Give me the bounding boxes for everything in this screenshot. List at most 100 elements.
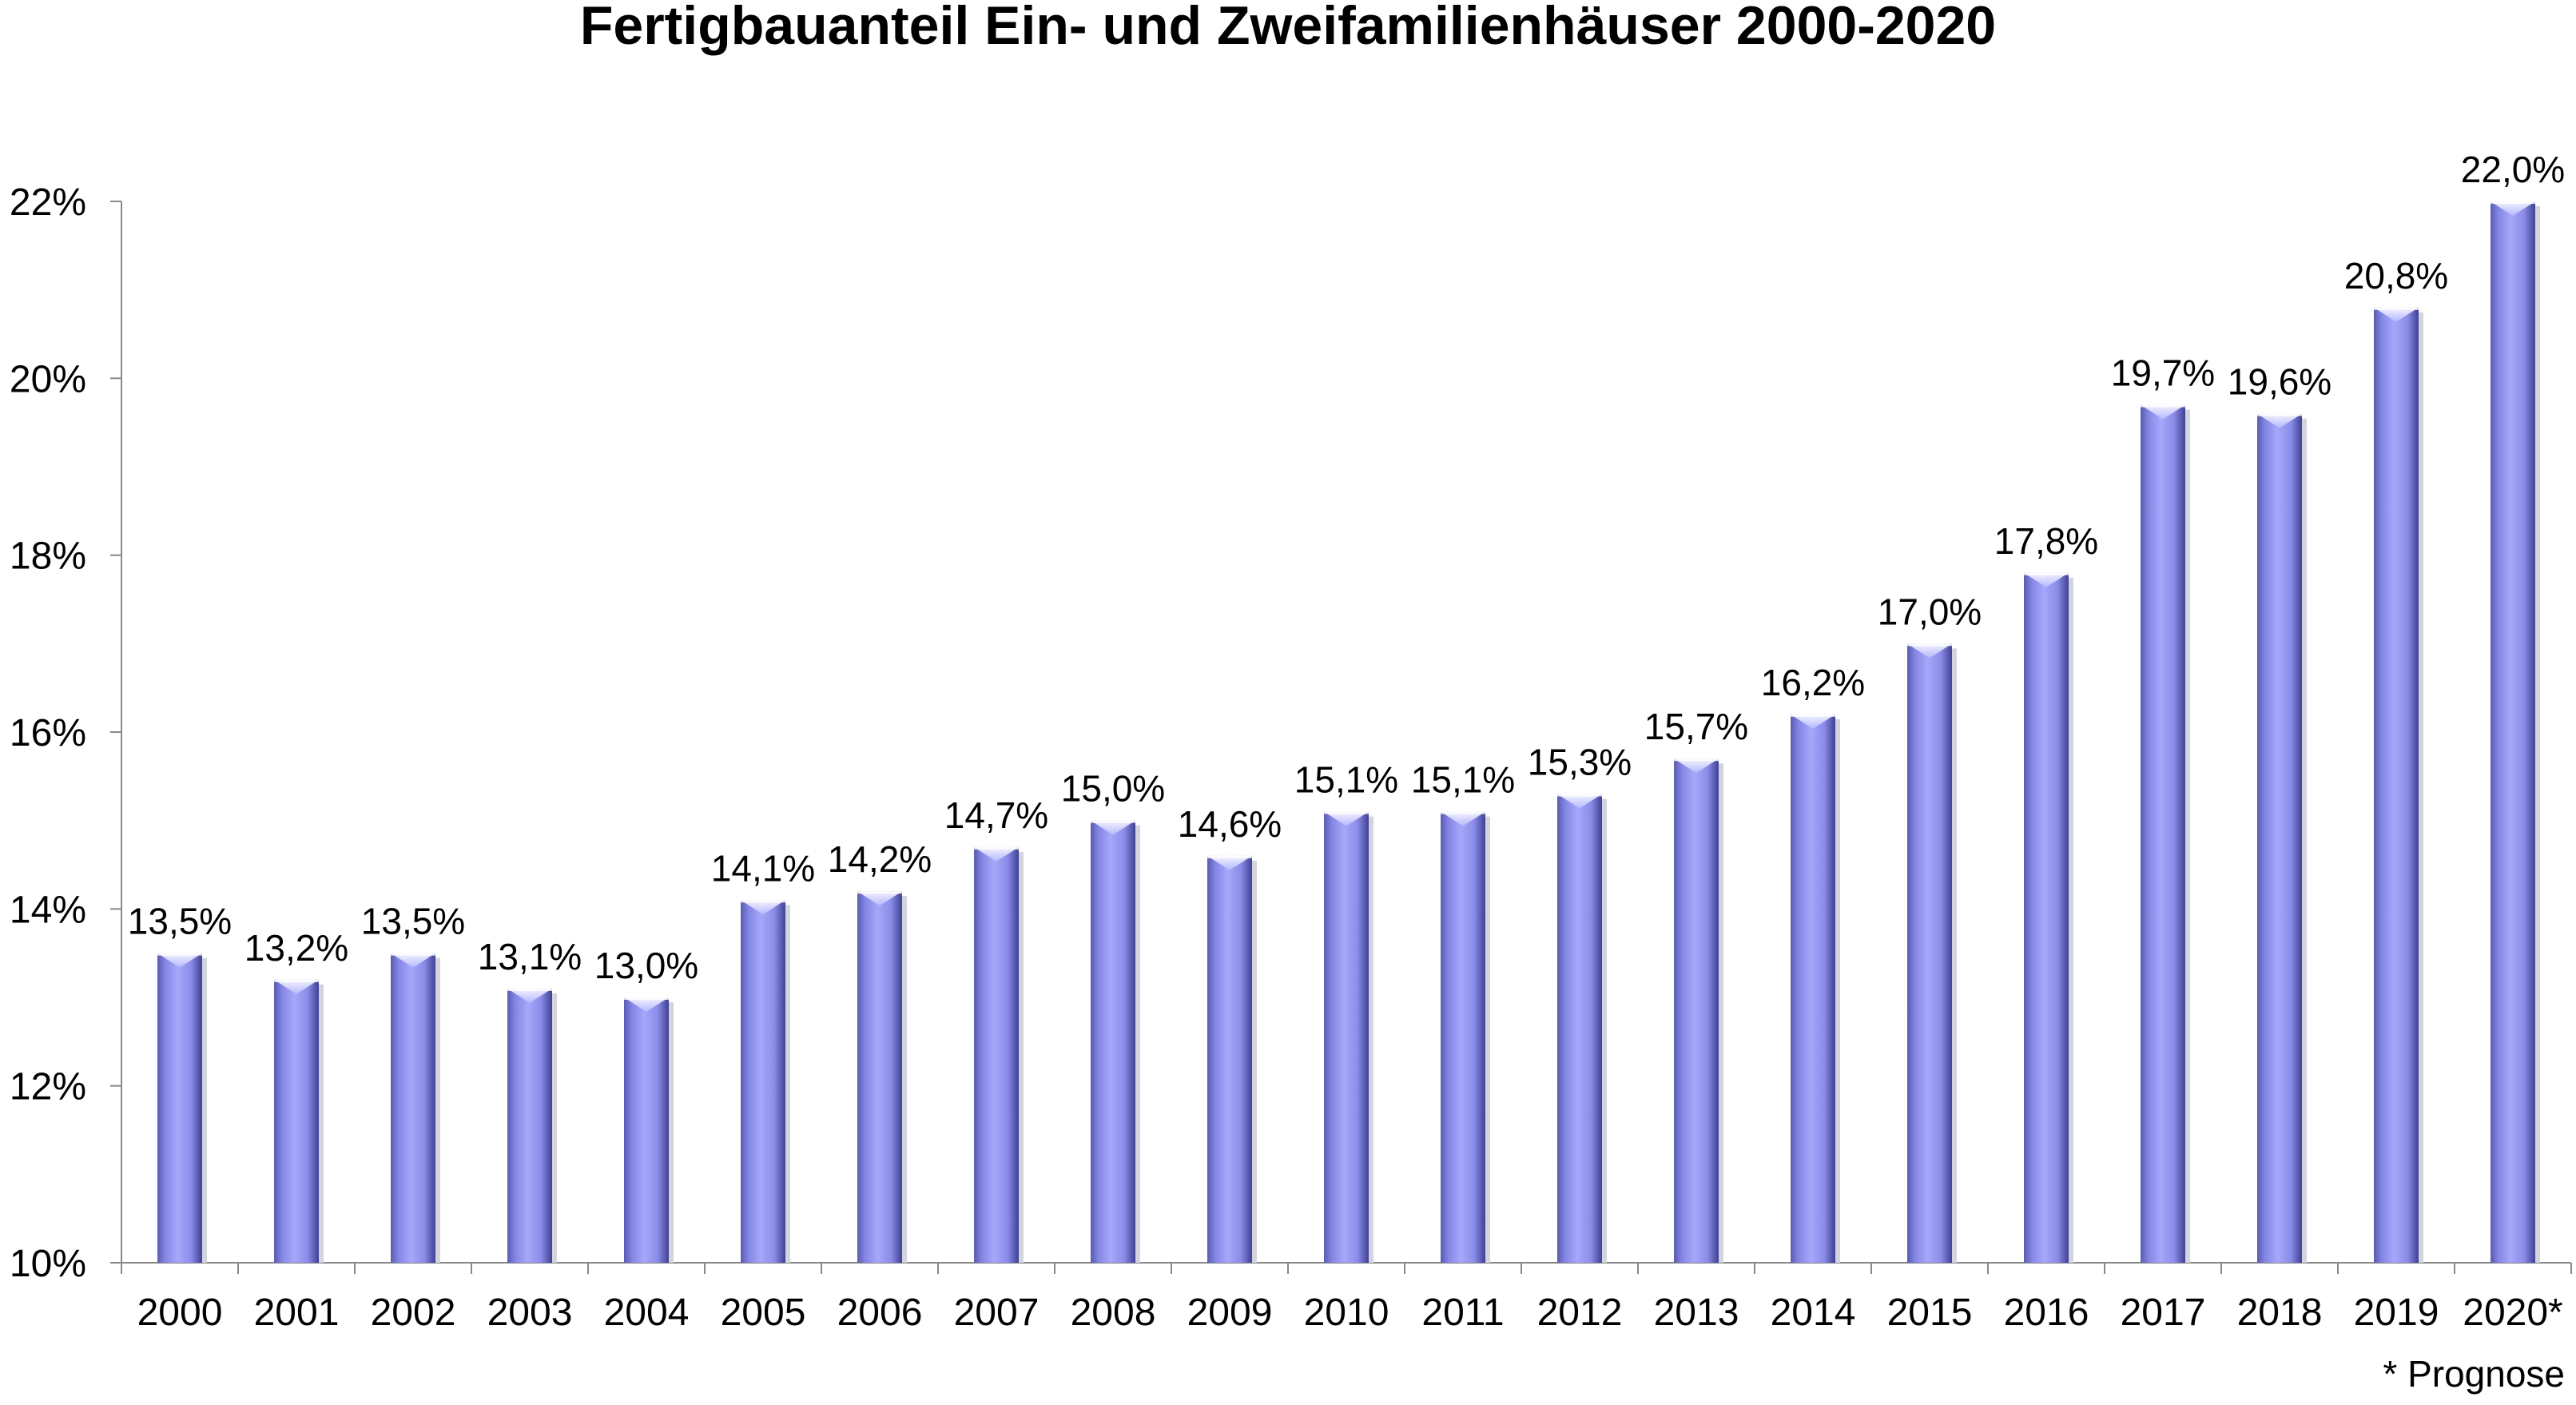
bar-cap xyxy=(1091,820,1135,835)
bar-cap xyxy=(507,988,552,1003)
bar xyxy=(2141,404,2190,1263)
data-label: 19,6% xyxy=(2228,361,2332,403)
bar-cap-edge xyxy=(1091,820,1135,823)
bar-body xyxy=(857,891,902,1263)
bar xyxy=(857,891,907,1263)
bar-cap xyxy=(1791,714,1835,729)
x-tick-label: 2012 xyxy=(1537,1292,1623,1334)
bar xyxy=(2257,413,2307,1263)
x-tick-label: 2000 xyxy=(137,1292,223,1334)
data-label: 22,0% xyxy=(2461,149,2565,190)
bars xyxy=(157,201,2540,1263)
bar-cap-edge xyxy=(1207,855,1252,858)
bar xyxy=(741,900,790,1263)
bar-cap xyxy=(1324,811,1369,826)
x-tick-label: 2014 xyxy=(1771,1292,1856,1334)
bar-cap-edge xyxy=(741,900,785,903)
bar-body xyxy=(624,997,669,1263)
bar-cap-edge xyxy=(507,988,552,991)
x-tick-label: 2018 xyxy=(2237,1292,2323,1334)
x-tick-label: 2015 xyxy=(1887,1292,1973,1334)
data-label: 13,0% xyxy=(594,945,698,986)
bar-cap xyxy=(624,997,669,1012)
data-label: 14,2% xyxy=(828,838,932,880)
data-label: 13,5% xyxy=(361,901,465,942)
chart-title: Fertigbauanteil Ein- und Zweifamilienhäu… xyxy=(580,0,1996,56)
bar-cap xyxy=(391,953,435,968)
bar xyxy=(507,988,557,1263)
bar-body xyxy=(2024,572,2069,1263)
bar-cap xyxy=(274,979,319,994)
data-label: 19,7% xyxy=(2111,352,2215,394)
bar-cap-edge xyxy=(974,846,1019,850)
x-tick-label: 2011 xyxy=(1421,1292,1504,1334)
y-tick-label: 10% xyxy=(10,1243,86,1285)
y-tick-label: 14% xyxy=(10,889,86,931)
x-tick-label: 2020* xyxy=(2463,1292,2562,1334)
data-labels: 13,5% 13,2% 13,5% 13,1% 13,0% 14,1% 14,2% 14,7%… xyxy=(128,149,2565,986)
bar xyxy=(2491,201,2540,1263)
bar xyxy=(274,979,324,1263)
bar-body xyxy=(2491,201,2535,1263)
x-tick-label: 2013 xyxy=(1654,1292,1739,1334)
bar-cap-edge xyxy=(2024,572,2069,575)
footnote: * Prognose xyxy=(2383,1353,2565,1395)
data-label: 15,1% xyxy=(1411,759,1515,801)
data-label: 14,6% xyxy=(1178,803,1282,845)
bar xyxy=(1324,811,1373,1263)
y-tick-label: 12% xyxy=(10,1066,86,1108)
x-tick-label: 2008 xyxy=(1071,1292,1156,1334)
bar-body xyxy=(741,900,785,1263)
bar xyxy=(1441,811,1490,1263)
bar xyxy=(391,953,440,1263)
bar-body xyxy=(391,953,435,1263)
bar-cap-edge xyxy=(1324,811,1369,814)
bar-body xyxy=(1674,758,1719,1263)
bar-cap xyxy=(2141,404,2185,420)
bar-cap xyxy=(2374,307,2419,322)
x-tick-labels: 2000 2001 2002 2003 2004 2005 2006 2007 2008 2009… xyxy=(137,1292,2563,1334)
bar-cap-edge xyxy=(157,953,202,956)
data-label: 13,2% xyxy=(244,927,348,969)
bar-cap xyxy=(2491,201,2535,216)
bar xyxy=(2374,307,2423,1263)
x-tick-label: 2004 xyxy=(604,1292,690,1334)
bar-cap xyxy=(1557,794,1602,809)
bar xyxy=(2024,572,2073,1263)
bar-body xyxy=(1441,811,1485,1263)
bar-cap-edge xyxy=(274,979,319,982)
bar-cap xyxy=(2024,572,2069,587)
bar-cap xyxy=(1207,855,1252,870)
data-label: 15,1% xyxy=(1294,759,1398,801)
bar-cap xyxy=(741,900,785,915)
data-label: 13,1% xyxy=(478,936,582,977)
y-tick-label: 16% xyxy=(10,712,86,754)
bar-body xyxy=(974,846,1019,1263)
bar-body xyxy=(1907,643,1952,1263)
bar-body xyxy=(1207,855,1252,1263)
data-label: 15,3% xyxy=(1528,741,1632,782)
data-label: 15,7% xyxy=(1644,706,1748,747)
bar-body xyxy=(2141,404,2185,1263)
y-tick-label: 22% xyxy=(10,181,86,224)
data-label: 15,0% xyxy=(1061,768,1165,810)
x-tick-label: 2003 xyxy=(487,1292,573,1334)
x-tick-label: 2005 xyxy=(721,1292,806,1334)
data-label: 14,7% xyxy=(944,794,1048,836)
x-tick-label: 2002 xyxy=(371,1292,456,1334)
bar-body xyxy=(2374,307,2419,1263)
bar-cap-edge xyxy=(391,953,435,956)
bar-cap-edge xyxy=(1907,643,1952,647)
bar-cap-edge xyxy=(1674,758,1719,762)
data-label: 17,0% xyxy=(1878,591,1982,632)
data-label: 17,8% xyxy=(1994,520,2098,562)
data-label: 16,2% xyxy=(1761,662,1865,703)
bar xyxy=(1091,820,1140,1263)
bar-cap xyxy=(857,891,902,906)
bar-cap-edge xyxy=(2257,413,2302,416)
bar-cap xyxy=(2257,413,2302,428)
bar-cap xyxy=(157,953,202,968)
x-tick-label: 2001 xyxy=(254,1292,340,1334)
bar-cap xyxy=(1441,811,1485,826)
